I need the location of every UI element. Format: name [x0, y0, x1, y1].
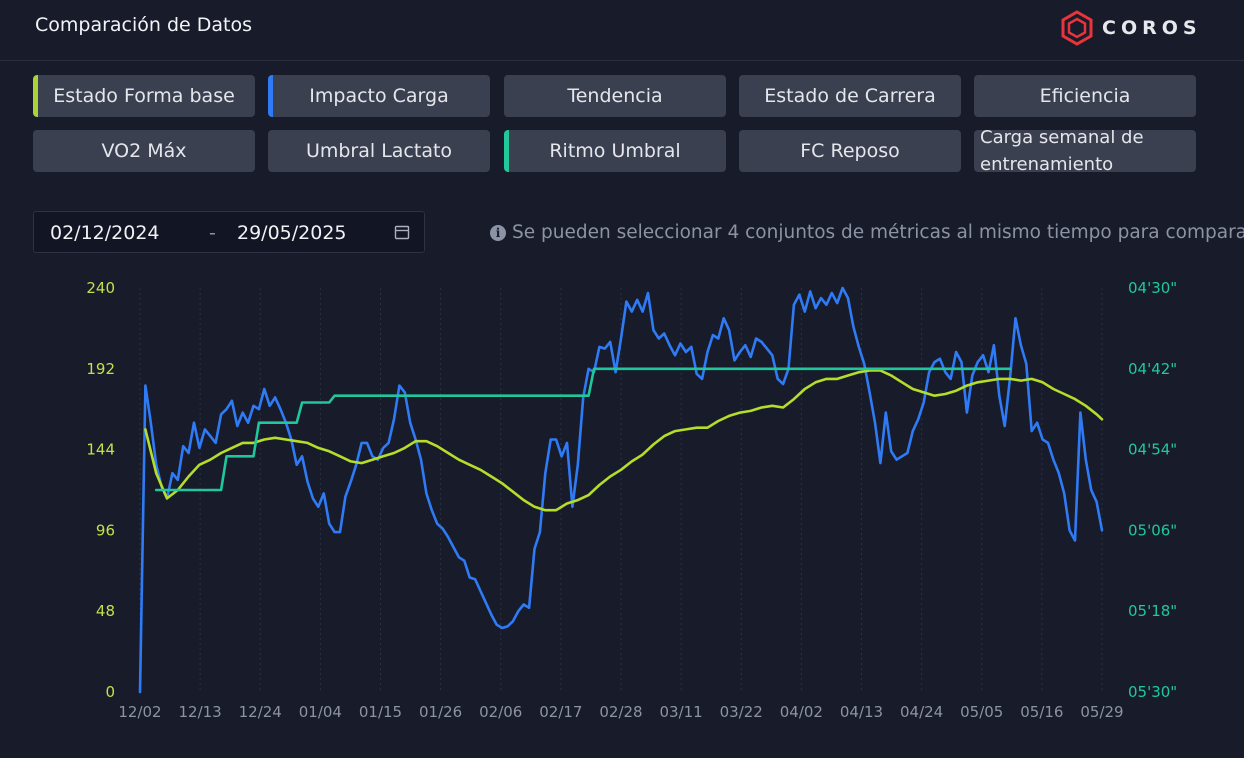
metric-selected-indicator	[33, 75, 38, 117]
right-axis-tick: 05'06"	[1128, 521, 1177, 539]
x-tick-label: 12/13	[179, 703, 222, 721]
left-axis-tick: 48	[96, 602, 115, 620]
x-tick-label: 04/24	[900, 703, 943, 721]
page-title: Comparación de Datos	[35, 14, 253, 36]
metric-button-2[interactable]: Tendencia	[504, 75, 726, 117]
metric-button-label: Umbral Lactato	[305, 140, 453, 162]
date-range-picker[interactable]: 02/12/2024 - 29/05/2025	[33, 211, 425, 253]
metric-button-label: FC Reposo	[800, 140, 900, 162]
brand-name: COROS	[1102, 17, 1202, 39]
metric-button-4[interactable]: Eficiencia	[974, 75, 1196, 117]
x-tick-label: 01/26	[419, 703, 462, 721]
x-tick-label: 04/02	[780, 703, 823, 721]
x-tick-label: 05/29	[1080, 703, 1123, 721]
right-axis-tick: 04'54"	[1128, 441, 1177, 459]
left-axis-tick: 0	[105, 683, 115, 701]
x-tick-label: 03/11	[660, 703, 703, 721]
info-icon: i	[490, 224, 506, 241]
x-tick-label: 12/02	[118, 703, 161, 721]
right-axis-tick: 05'18"	[1128, 602, 1177, 620]
x-tick-label: 04/13	[840, 703, 883, 721]
x-tick-label: 02/06	[479, 703, 522, 721]
right-axis-tick: 04'42"	[1128, 360, 1177, 378]
metric-selected-indicator	[504, 130, 509, 172]
right-axis-tick: 05'30"	[1128, 683, 1177, 701]
hint-text: Se pueden seleccionar 4 conjuntos de mét…	[512, 222, 1244, 243]
calendar-icon[interactable]	[394, 224, 410, 240]
date-end[interactable]: 29/05/2025	[237, 222, 347, 244]
series-line-impacto-carga	[138, 286, 1104, 694]
left-axis-tick: 240	[86, 279, 115, 297]
metric-button-9[interactable]: Carga semanal de entrenamiento	[974, 130, 1196, 172]
comparison-hint: i Se pueden seleccionar 4 conjuntos de m…	[490, 222, 1244, 243]
date-start[interactable]: 02/12/2024	[50, 222, 160, 244]
x-tick-label: 02/28	[599, 703, 642, 721]
metric-button-label: Ritmo Umbral	[549, 140, 681, 162]
metric-button-label: Estado de Carrera	[764, 85, 936, 107]
x-tick-label: 05/16	[1020, 703, 1063, 721]
metric-button-label: Tendencia	[567, 85, 663, 107]
metric-button-7[interactable]: Ritmo Umbral	[504, 130, 726, 172]
brand-logo: COROS	[1060, 10, 1210, 46]
x-tick-label: 05/05	[960, 703, 1003, 721]
metric-button-label: VO2 Máx	[101, 140, 187, 162]
metric-button-6[interactable]: Umbral Lactato	[268, 130, 490, 172]
x-tick-label: 01/15	[359, 703, 402, 721]
left-axis-tick: 144	[86, 441, 115, 459]
x-tick-label: 02/17	[539, 703, 582, 721]
coros-hexagon-logo-icon	[1061, 10, 1093, 46]
left-axis-tick: 192	[86, 360, 115, 378]
header-divider	[0, 60, 1244, 61]
date-separator: -	[209, 222, 216, 244]
right-axis-tick: 04'30"	[1128, 279, 1177, 297]
metric-button-0[interactable]: Estado Forma base	[33, 75, 255, 117]
metric-button-3[interactable]: Estado de Carrera	[739, 75, 961, 117]
left-axis-tick: 96	[96, 521, 115, 539]
metric-selected-indicator	[268, 75, 273, 117]
series-line-estado-forma-base	[144, 369, 1104, 512]
metric-button-5[interactable]: VO2 Máx	[33, 130, 255, 172]
series-line-ritmo-umbral	[154, 367, 1012, 492]
metric-button-label: Eficiencia	[1039, 85, 1131, 107]
x-tick-label: 12/24	[239, 703, 282, 721]
metric-button-label: Impacto Carga	[309, 85, 449, 107]
metric-button-1[interactable]: Impacto Carga	[268, 75, 490, 117]
x-tick-label: 01/04	[299, 703, 342, 721]
metric-button-8[interactable]: FC Reposo	[739, 130, 961, 172]
metric-button-label: Carga semanal de entrenamiento	[980, 130, 1144, 172]
x-tick-label: 03/22	[720, 703, 763, 721]
metric-button-label: Estado Forma base	[53, 85, 235, 107]
